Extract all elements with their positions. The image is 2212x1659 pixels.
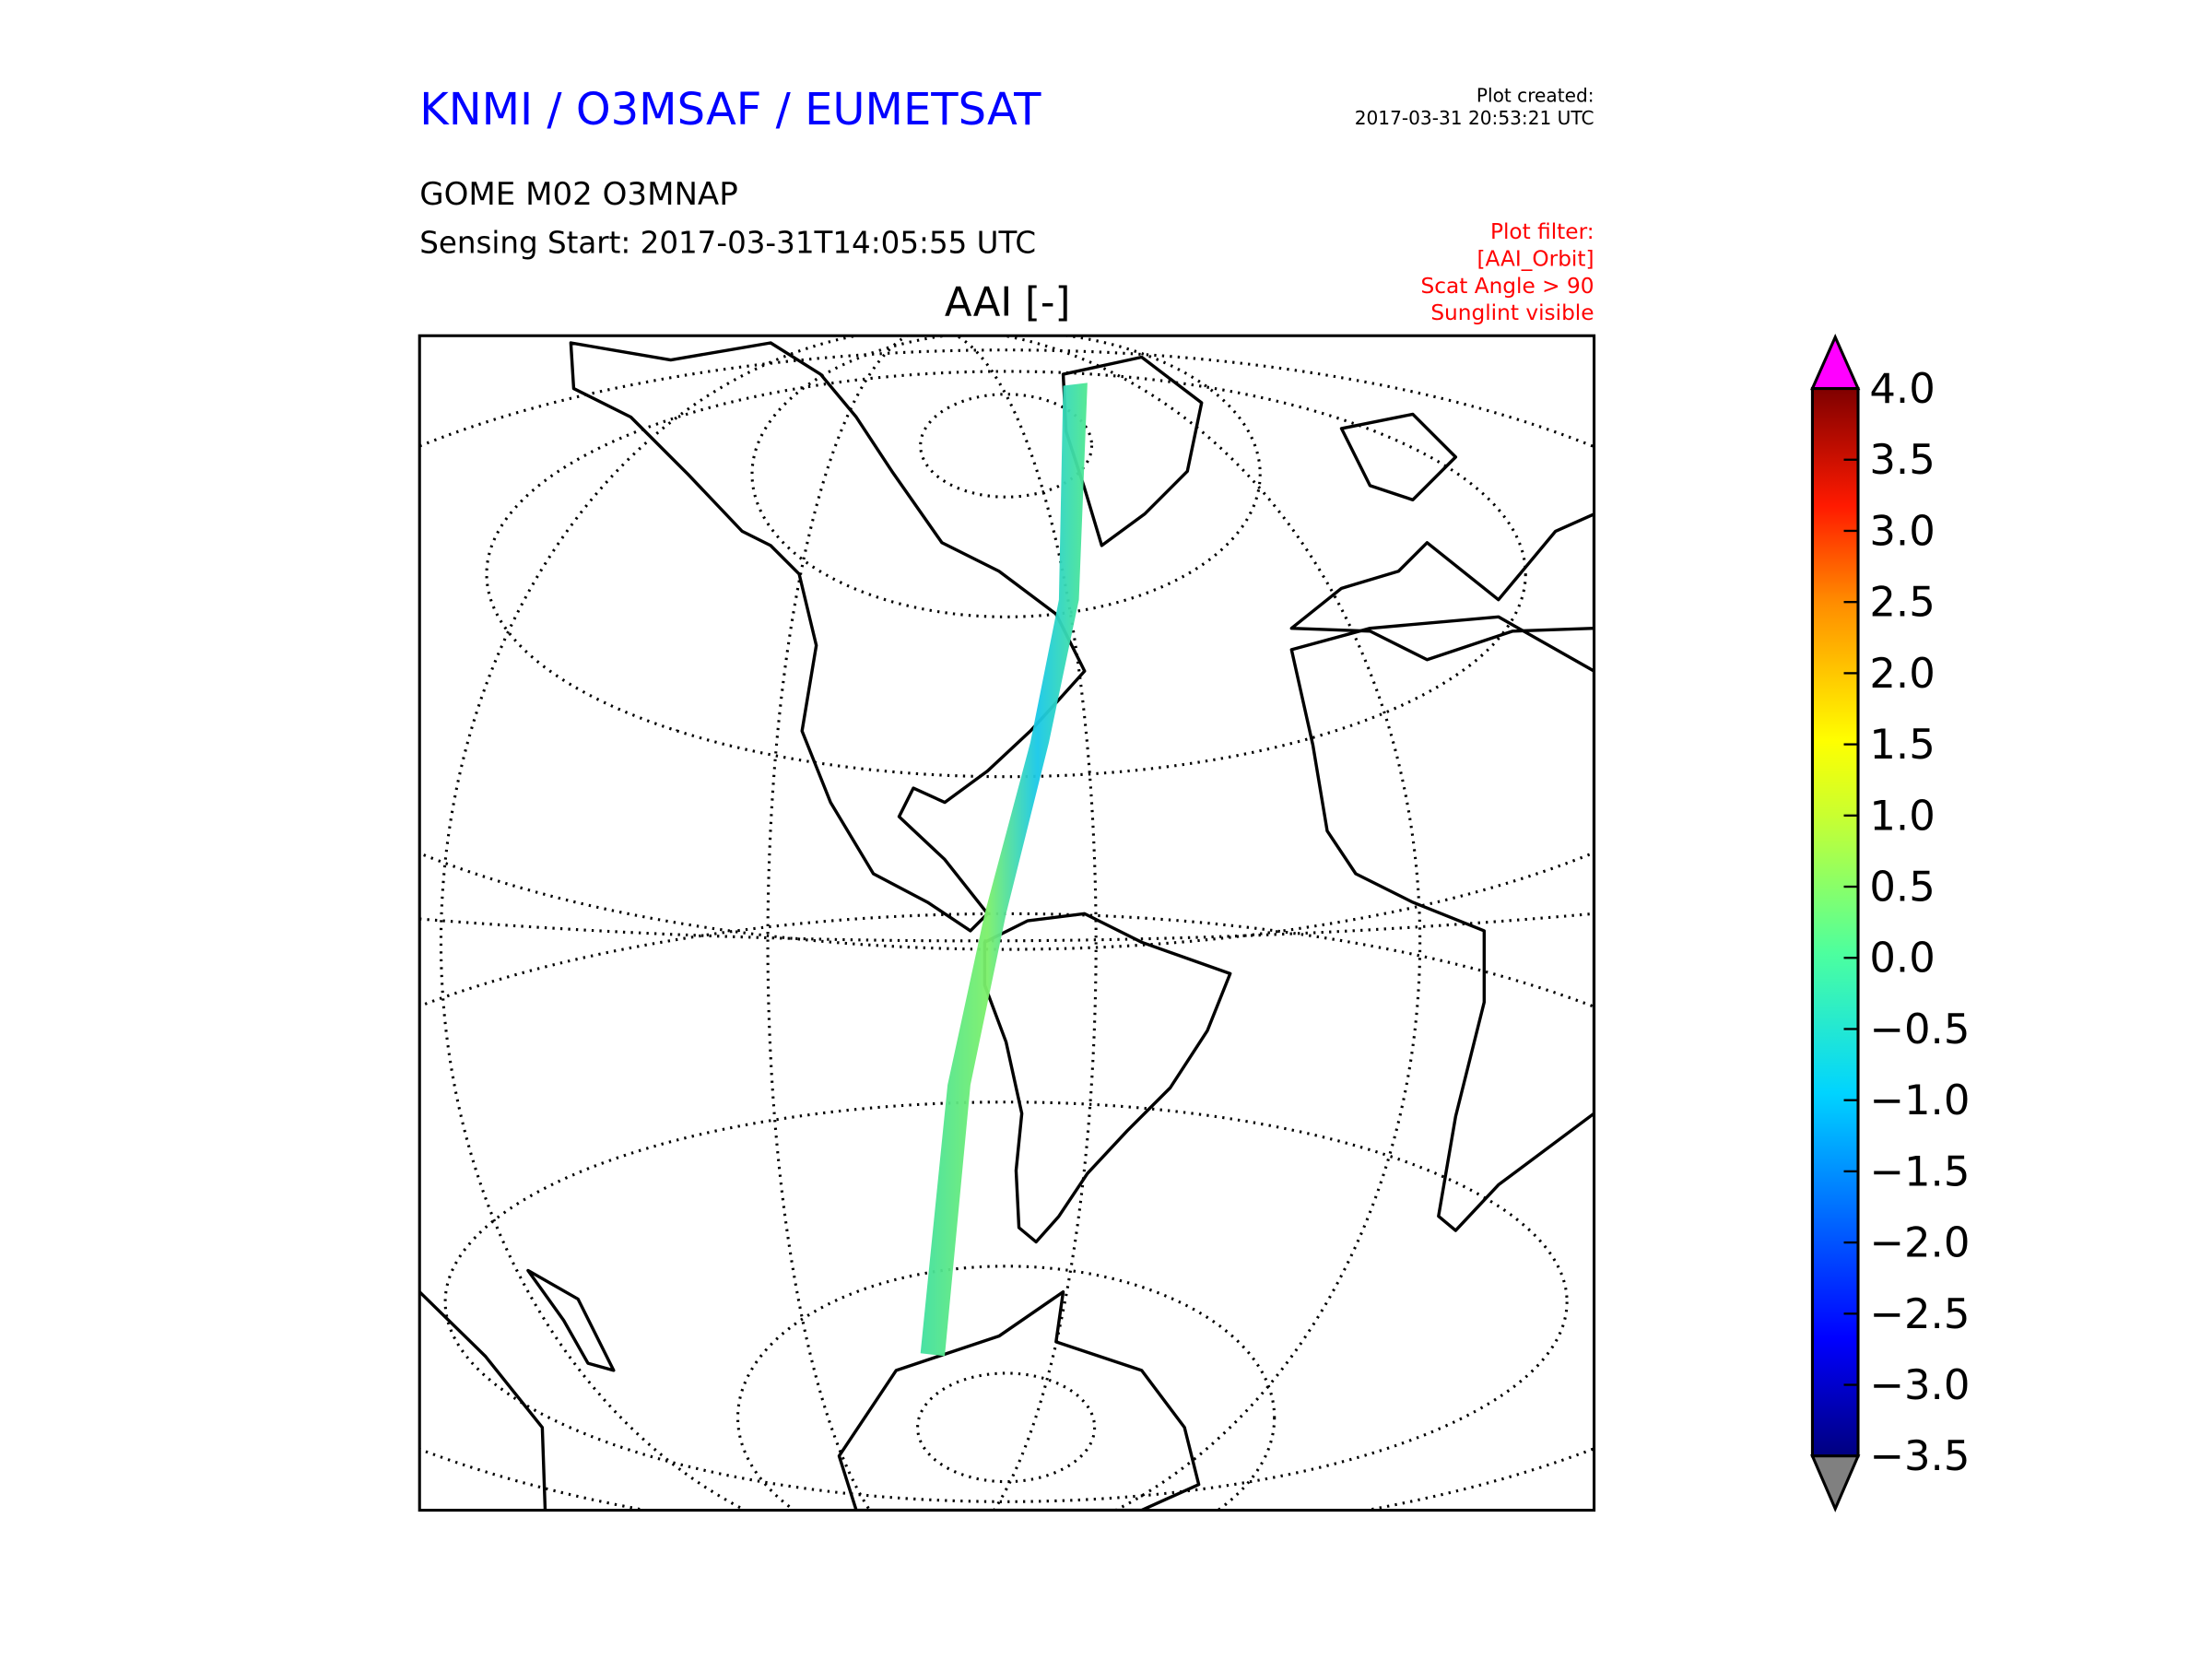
colorbar-tick-label: −3.5 (1869, 1431, 1970, 1480)
colorbar-over-arrow (1810, 333, 1861, 391)
colorbar-tick-label: −2.0 (1869, 1218, 1970, 1267)
filter-line: [AAI_Orbit] (1477, 246, 1594, 271)
graticule-line (485, 370, 1527, 779)
colorbar-tick-label: 3.5 (1869, 435, 1935, 484)
colorbar-tick-label: −3.0 (1869, 1360, 1970, 1409)
africa (1289, 615, 1594, 1232)
orbit-swath (920, 382, 1088, 1357)
colorbar-tick-label: 2.0 (1869, 649, 1935, 698)
organisation-title: KNMI / O3MSAF / EUMETSAT (419, 84, 1041, 135)
graticule-line (736, 1265, 1277, 1511)
colorbar-tick-label: −1.0 (1869, 1076, 1970, 1124)
colorbar-tick-label: −2.5 (1869, 1289, 1970, 1338)
colorbar-gradient (1810, 387, 1860, 1458)
colorbar-tick-label: 4.0 (1869, 364, 1935, 413)
colorbar-under-arrow (1810, 1454, 1861, 1512)
plot-created-label: Plot created: (1477, 84, 1594, 106)
colorbar-tick-label: 2.5 (1869, 578, 1935, 627)
plot-created-value: 2017-03-31 20:53:21 UTC (1355, 107, 1594, 129)
filter-line: Scat Angle > 90 (1420, 274, 1594, 299)
chart-title: AAI [-] (945, 280, 1071, 326)
plot-frame (418, 334, 1596, 1512)
graticule (419, 335, 1594, 1511)
coastlines (419, 341, 1594, 1511)
filter-line: Plot filter: (1490, 219, 1594, 244)
colorbar: 4.0 3.5 3.0 2.5 2.0 1.5 1.0 0.5 0.0 −0.5 −1.0 −1.5 −… (1810, 333, 1970, 1512)
graticule-line (440, 335, 1422, 1511)
colorbar-tick-label: 1.0 (1869, 791, 1935, 840)
north-america (569, 341, 1087, 933)
graticule-line (419, 348, 1594, 951)
australasia (419, 1268, 616, 1511)
scandinavia (1339, 412, 1458, 502)
filter-line: Sunglint visible (1430, 300, 1594, 325)
europe (1289, 512, 1594, 662)
antarctica (837, 1289, 1201, 1511)
colorbar-tick-label: −1.5 (1869, 1147, 1970, 1195)
map-area (419, 335, 1594, 1511)
graticule-line (443, 1100, 1569, 1503)
colorbar-tick-label: −0.5 (1869, 1005, 1970, 1053)
graticule-line (916, 1371, 1097, 1484)
graticule-line (750, 335, 1262, 618)
colorbar-tick-label: 3.0 (1869, 506, 1935, 555)
product-name: GOME M02 O3MNAP (419, 176, 738, 213)
south-america (982, 912, 1232, 1244)
sensing-start: Sensing Start: 2017-03-31T14:05:55 UTC (419, 225, 1036, 260)
plot-filter: Plot filter: [AAI_Orbit] Scat Angle > 90… (1420, 219, 1594, 325)
graticule-line (766, 335, 1098, 1511)
graticule-line (419, 912, 1594, 1511)
graticule-line (919, 393, 1094, 499)
colorbar-ticks: 4.0 3.5 3.0 2.5 2.0 1.5 1.0 0.5 0.0 −0.5 −1.0 −1.5 −… (1843, 364, 1970, 1480)
colorbar-tick-label: 0.5 (1869, 863, 1935, 912)
colorbar-tick-label: 1.5 (1869, 720, 1935, 769)
colorbar-tick-label: 0.0 (1869, 934, 1935, 982)
